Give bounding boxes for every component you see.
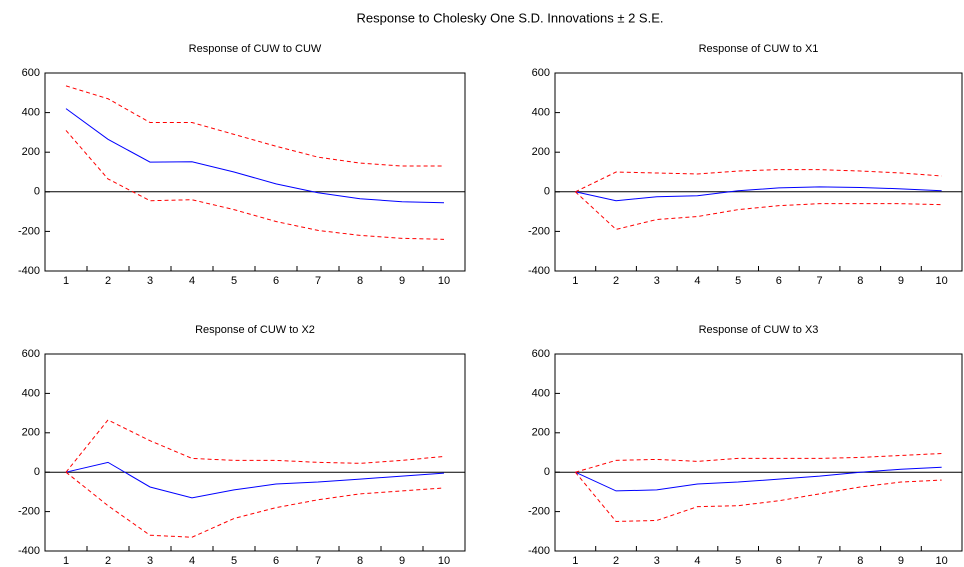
x-tick-label: 6 xyxy=(273,555,279,567)
x-tick-label: 8 xyxy=(357,275,363,287)
x-tick-label: 5 xyxy=(231,275,237,287)
x-tick-label: 7 xyxy=(315,275,321,287)
response-line xyxy=(575,467,941,491)
x-tick-label: 1 xyxy=(63,555,69,567)
x-tick-label: 1 xyxy=(63,275,69,287)
y-tick-label: 0 xyxy=(544,466,550,478)
y-tick-label: 0 xyxy=(544,186,550,198)
panel-title: Response of CUW to X2 xyxy=(195,324,315,336)
x-tick-label: 1 xyxy=(572,275,578,287)
x-tick-label: 5 xyxy=(231,555,237,567)
y-tick-label: -400 xyxy=(528,265,550,277)
band-line xyxy=(575,453,941,472)
figure: Response to Cholesky One S.D. Innovation… xyxy=(0,0,964,567)
y-tick-label: 400 xyxy=(532,107,550,119)
response-line xyxy=(66,109,444,203)
x-tick-label: 9 xyxy=(898,275,904,287)
x-tick-label: 5 xyxy=(735,555,741,567)
band-line xyxy=(66,472,444,537)
y-tick-label: 600 xyxy=(22,67,40,79)
x-tick-label: 7 xyxy=(816,555,822,567)
x-tick-label: 10 xyxy=(936,275,948,287)
x-tick-label: 2 xyxy=(105,275,111,287)
x-tick-label: 6 xyxy=(776,555,782,567)
band-line xyxy=(66,86,444,166)
y-tick-label: 200 xyxy=(22,427,40,439)
y-tick-label: 200 xyxy=(532,146,550,158)
y-tick-label: -400 xyxy=(18,265,40,277)
y-tick-label: -200 xyxy=(18,506,40,518)
x-tick-label: 3 xyxy=(654,555,660,567)
x-tick-label: 10 xyxy=(936,555,948,567)
x-tick-label: 6 xyxy=(776,275,782,287)
panel-title: Response of CUW to X3 xyxy=(699,324,819,336)
y-tick-label: 600 xyxy=(532,67,550,79)
y-tick-label: 200 xyxy=(22,146,40,158)
x-tick-label: 2 xyxy=(105,555,111,567)
y-tick-label: 200 xyxy=(532,427,550,439)
y-tick-label: -400 xyxy=(528,545,550,557)
panel-title: Response of CUW to X1 xyxy=(699,43,819,55)
x-tick-label: 9 xyxy=(898,555,904,567)
x-tick-label: 7 xyxy=(816,275,822,287)
response-line xyxy=(66,462,444,497)
x-tick-label: 4 xyxy=(189,275,195,287)
y-tick-label: 400 xyxy=(22,107,40,119)
figure-title: Response to Cholesky One S.D. Innovation… xyxy=(356,10,663,25)
x-tick-label: 2 xyxy=(613,275,619,287)
x-tick-label: 3 xyxy=(654,275,660,287)
band-line xyxy=(575,192,941,230)
y-tick-label: -200 xyxy=(18,225,40,237)
y-tick-label: 600 xyxy=(22,348,40,360)
x-tick-label: 2 xyxy=(613,555,619,567)
y-tick-label: 0 xyxy=(34,186,40,198)
x-tick-label: 9 xyxy=(399,275,405,287)
y-tick-label: 400 xyxy=(22,387,40,399)
x-tick-label: 8 xyxy=(857,555,863,567)
y-tick-label: -400 xyxy=(18,545,40,557)
x-tick-label: 7 xyxy=(315,555,321,567)
x-tick-label: 8 xyxy=(857,275,863,287)
x-tick-label: 1 xyxy=(572,555,578,567)
x-tick-label: 4 xyxy=(694,555,700,567)
y-tick-label: -200 xyxy=(528,506,550,518)
plot-frame xyxy=(45,73,465,271)
x-tick-label: 3 xyxy=(147,275,153,287)
y-tick-label: -200 xyxy=(528,225,550,237)
x-tick-label: 10 xyxy=(438,275,450,287)
panel-title: Response of CUW to CUW xyxy=(189,43,322,55)
x-tick-label: 6 xyxy=(273,275,279,287)
y-tick-label: 0 xyxy=(34,466,40,478)
plot-frame xyxy=(45,354,465,551)
response-line xyxy=(575,187,941,201)
x-tick-label: 3 xyxy=(147,555,153,567)
x-tick-label: 4 xyxy=(694,275,700,287)
x-tick-label: 5 xyxy=(735,275,741,287)
band-line xyxy=(575,472,941,521)
band-line xyxy=(66,420,444,472)
x-tick-label: 9 xyxy=(399,555,405,567)
x-tick-label: 4 xyxy=(189,555,195,567)
y-tick-label: 400 xyxy=(532,387,550,399)
x-tick-label: 8 xyxy=(357,555,363,567)
y-tick-label: 600 xyxy=(532,348,550,360)
x-tick-label: 10 xyxy=(438,555,450,567)
